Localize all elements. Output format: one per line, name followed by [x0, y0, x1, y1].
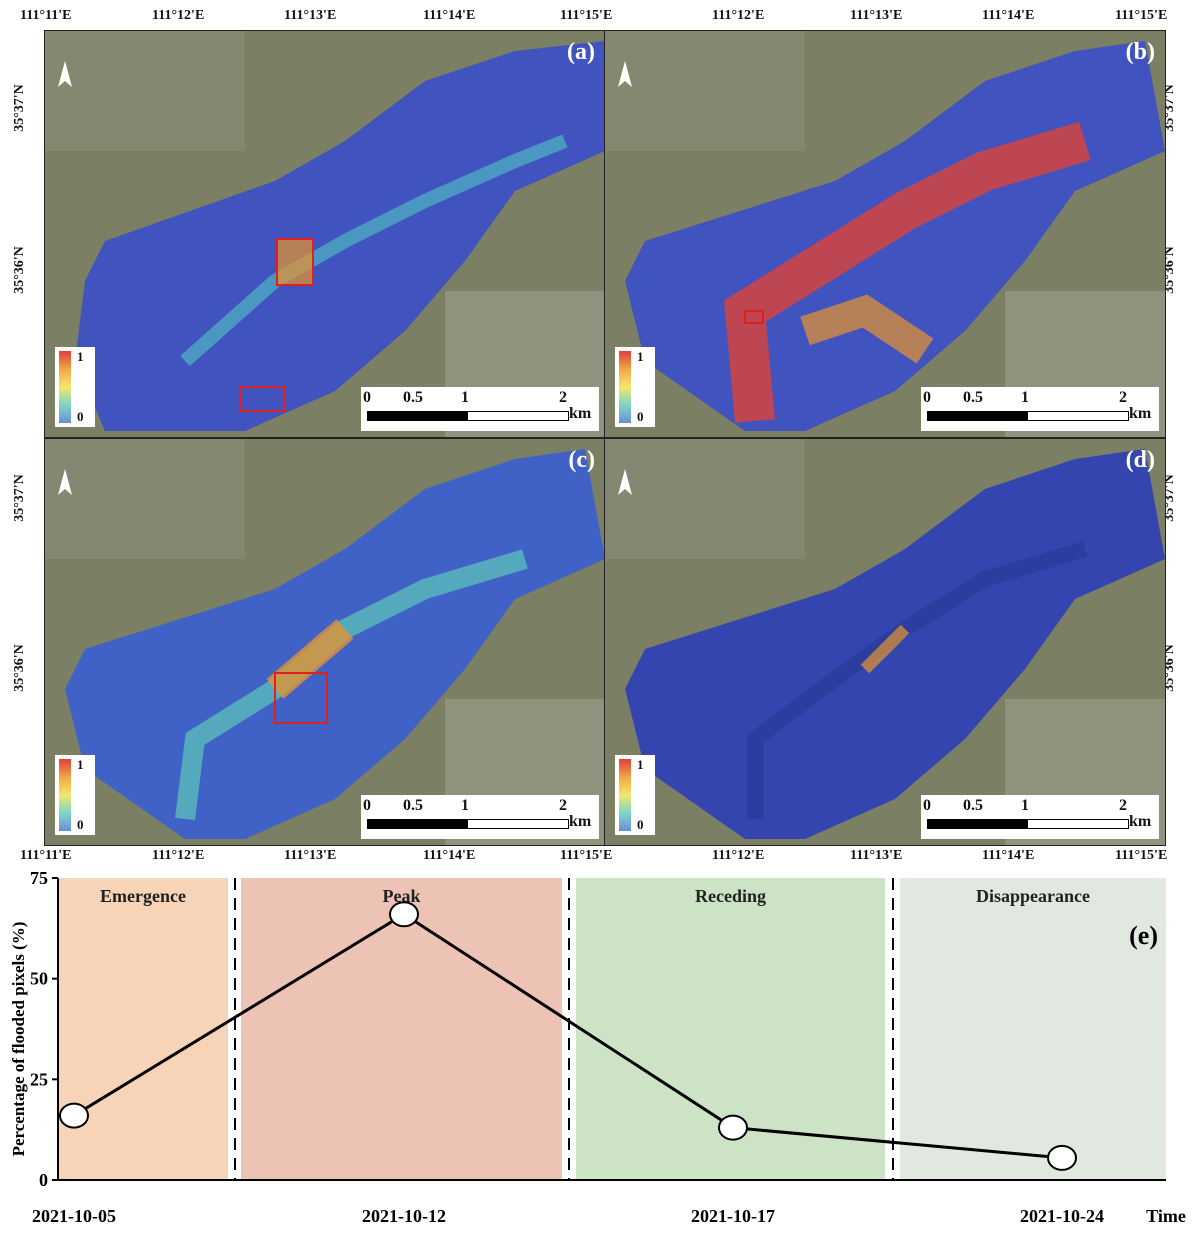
line-chart-svg: Emergence Peak Receding Disappearance 0 25 50 7…: [0, 860, 1200, 1231]
y-tick-label: 50: [30, 969, 48, 989]
scale-bar-black: [927, 411, 1029, 421]
scale-bar-white: [1027, 411, 1129, 421]
colorbar: 1 0: [615, 347, 655, 427]
scale-unit: km: [1129, 813, 1151, 831]
scale-tick: 0.5: [403, 797, 423, 815]
scale-bar: 0 0.5 1 2 km: [361, 387, 599, 431]
north-arrow-icon: [57, 469, 73, 497]
scale-bar-black: [367, 411, 469, 421]
stage-label: Disappearance: [976, 886, 1090, 906]
map-panel-b: (b) 1 0 0 0.5 1 2 km: [604, 30, 1166, 438]
scale-tick: 0: [363, 797, 371, 815]
scale-bar: 0 0.5 1 2 km: [921, 795, 1159, 839]
x-tick-label: 2021-10-17: [691, 1206, 775, 1226]
y-axis-label: Percentage of flooded pixels (%): [9, 922, 28, 1157]
map-c-image: [45, 439, 605, 845]
scale-tick: 0: [923, 389, 931, 407]
scale-tick: 1: [461, 797, 469, 815]
lon-tick: 111°13'E: [850, 8, 902, 24]
map-panel-c: (c) 1 0 0 0.5 1 2 km: [44, 438, 606, 846]
scale-tick: 0.5: [963, 797, 983, 815]
scale-tick: 0.5: [403, 389, 423, 407]
stage-label: Receding: [695, 886, 766, 906]
x-tick-label: 2021-10-05: [32, 1206, 116, 1226]
scale-tick: 1: [1021, 389, 1029, 407]
panel-label-e: (e): [1129, 921, 1158, 950]
colorbar: 1 0: [55, 755, 95, 835]
map-panel-d: (d) 1 0 0 0.5 1 2 km: [604, 438, 1166, 846]
colorbar: 1 0: [55, 347, 95, 427]
north-arrow-icon: [617, 469, 633, 497]
north-arrow-icon: [57, 61, 73, 89]
scale-tick: 2: [559, 389, 567, 407]
lon-tick: 111°15'E: [560, 8, 612, 24]
lon-tick: 111°14'E: [423, 8, 475, 24]
colorbar-gradient: [59, 351, 71, 423]
lon-tick: 111°14'E: [982, 8, 1034, 24]
scale-tick: 0: [363, 389, 371, 407]
data-point: [1048, 1146, 1076, 1170]
colorbar-max: 1: [77, 757, 84, 773]
data-point: [390, 902, 418, 926]
scale-bar-black: [367, 819, 469, 829]
scale-unit: km: [569, 813, 591, 831]
scale-tick: 2: [1119, 797, 1127, 815]
colorbar: 1 0: [615, 755, 655, 835]
scale-unit: km: [569, 405, 591, 423]
panel-label: (b): [1126, 39, 1155, 66]
scale-bar-white: [1027, 819, 1129, 829]
stage-band: [58, 878, 228, 1180]
y-tick-label: 25: [30, 1069, 48, 1089]
lat-tick: 35°36'N: [12, 644, 28, 692]
lon-tick: 111°11'E: [20, 8, 72, 24]
data-point: [719, 1116, 747, 1140]
lat-tick: 35°37'N: [12, 84, 28, 132]
scale-tick: 2: [1119, 389, 1127, 407]
scale-tick: 1: [461, 389, 469, 407]
colorbar-min: 0: [77, 409, 84, 425]
colorbar-gradient: [59, 759, 71, 831]
map-a-image: [45, 31, 605, 437]
stage-band: [900, 878, 1166, 1180]
colorbar-min: 0: [637, 409, 644, 425]
scale-tick: 0.5: [963, 389, 983, 407]
colorbar-min: 0: [637, 817, 644, 833]
panel-label: (d): [1126, 447, 1155, 474]
colorbar-max: 1: [637, 757, 644, 773]
flooded-pixels-chart: Emergence Peak Receding Disappearance 0 25 50 7…: [0, 860, 1200, 1236]
stage-label: Emergence: [100, 886, 186, 906]
colorbar-gradient: [619, 351, 631, 423]
x-tick-label: 2021-10-12: [362, 1206, 446, 1226]
scale-bar-white: [467, 411, 569, 421]
y-tick-label: 0: [39, 1170, 48, 1190]
panel-label: (c): [568, 447, 595, 474]
lat-tick: 35°36'N: [12, 246, 28, 294]
colorbar-gradient: [619, 759, 631, 831]
scale-bar-white: [467, 819, 569, 829]
scale-tick: 0: [923, 797, 931, 815]
lat-tick: 35°37'N: [12, 474, 28, 522]
scale-bar: 0 0.5 1 2 km: [921, 387, 1159, 431]
colorbar-max: 1: [637, 349, 644, 365]
lon-tick: 111°13'E: [284, 8, 336, 24]
panel-label: (a): [567, 39, 595, 66]
map-d-image: [605, 439, 1165, 845]
x-tick-label: 2021-10-24: [1020, 1206, 1104, 1226]
north-arrow-icon: [617, 61, 633, 89]
scale-bar: 0 0.5 1 2 km: [361, 795, 599, 839]
lon-tick: 111°15'E: [1115, 8, 1167, 24]
colorbar-max: 1: [77, 349, 84, 365]
scale-unit: km: [1129, 405, 1151, 423]
lon-tick: 111°12'E: [712, 8, 764, 24]
map-b-image: [605, 31, 1165, 437]
x-axis-label: Time: [1146, 1206, 1186, 1226]
y-tick-label: 75: [30, 868, 48, 888]
scale-bar-black: [927, 819, 1029, 829]
data-point: [60, 1104, 88, 1128]
scale-tick: 1: [1021, 797, 1029, 815]
lon-tick: 111°12'E: [152, 8, 204, 24]
scale-tick: 2: [559, 797, 567, 815]
map-panel-a: (a) 1 0 0 0.5 1 2 km: [44, 30, 606, 438]
colorbar-min: 0: [77, 817, 84, 833]
